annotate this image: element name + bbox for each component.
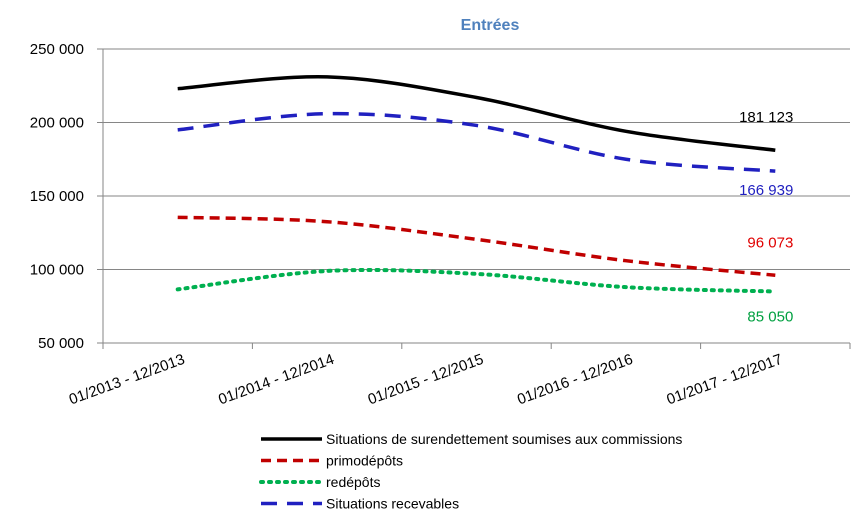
data-label-3: 85 050 — [747, 308, 793, 325]
data-label-2: 96 073 — [747, 234, 793, 251]
series-line-4 — [177, 111, 776, 173]
x-tick-label: 01/2016 - 12/2016 — [515, 351, 635, 409]
legend: Situations de surendettement soumises au… — [259, 431, 682, 512]
legend-label-3: redépôts — [326, 474, 380, 490]
legend-label-2: primodépôts — [326, 453, 403, 469]
series-line-2 — [177, 215, 776, 278]
x-tick-label: 01/2014 - 12/2014 — [216, 351, 336, 409]
series-line-3 — [175, 267, 778, 294]
axes — [97, 48, 851, 349]
series-lines — [175, 75, 778, 294]
data-labels: 181 123 96 073 85 050 166 939 — [739, 109, 793, 325]
x-tick-label: 01/2013 - 12/2013 — [67, 351, 187, 409]
y-tick-label: 200 000 — [30, 115, 84, 132]
legend-label-1: Situations de surendettement soumises au… — [326, 431, 682, 447]
y-tick-label: 100 000 — [30, 262, 84, 279]
chart-title: Entrées — [461, 17, 520, 34]
y-tick-label: 250 000 — [30, 41, 84, 58]
legend-label-4: Situations recevables — [326, 496, 459, 512]
x-axis-ticks: 01/2013 - 12/2013 01/2014 - 12/2014 01/201… — [67, 351, 785, 409]
data-label-4: 166 939 — [739, 182, 793, 199]
x-tick-label: 01/2017 - 12/2017 — [664, 351, 784, 409]
x-tick-label: 01/2015 - 12/2015 — [366, 351, 486, 409]
series-line-1 — [177, 75, 776, 152]
grid-lines — [103, 48, 850, 344]
y-tick-label: 50 000 — [38, 335, 84, 352]
data-label-1: 181 123 — [739, 109, 793, 126]
y-axis-ticks: 50 000 100 000 150 000 200 000 250 000 — [30, 41, 84, 352]
y-tick-label: 150 000 — [30, 188, 84, 205]
